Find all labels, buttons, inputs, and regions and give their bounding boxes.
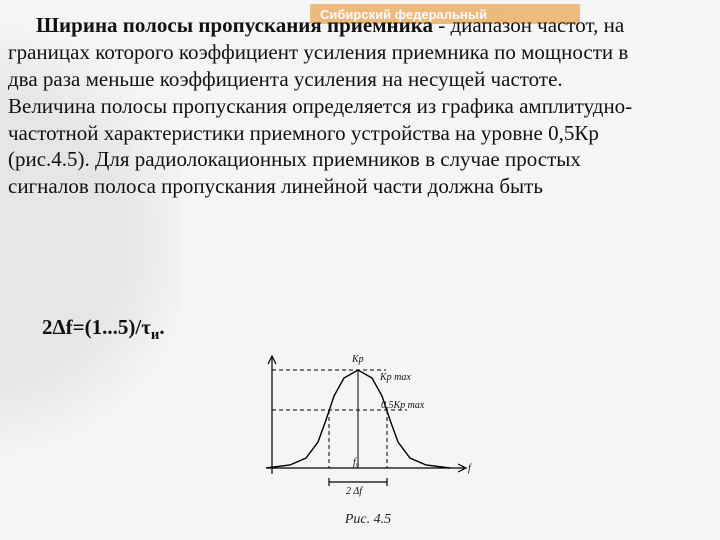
para-rest: - диапазон частот, на границах которого …: [8, 13, 632, 198]
half-kp-label: 0,5Kp max: [381, 400, 425, 411]
f0-label: f₀: [353, 457, 360, 468]
figure-4-5: Kp f Kp max 0,5Kp max f₀ 2 Δf Рис. 4.5: [258, 350, 478, 530]
body-paragraph: Ширина полосы пропускания приемника - ди…: [8, 12, 648, 200]
formula-suffix: .: [159, 315, 164, 339]
y-axis-label: Kp: [351, 354, 364, 365]
para-bold-lead: Ширина полосы пропускания приемника: [36, 13, 433, 37]
formula-line: 2Δf=(1...5)/τи.: [42, 315, 165, 344]
formula-prefix: 2Δf=(1...5)/τ: [42, 315, 151, 339]
two-df-label: 2 Δf: [346, 486, 363, 497]
figure-svg: Kp f Kp max 0,5Kp max f₀ 2 Δf: [258, 350, 478, 530]
x-axis-label: f: [468, 463, 472, 474]
kp-max-label: Kp max: [379, 372, 411, 383]
figure-caption: Рис. 4.5: [258, 512, 478, 528]
